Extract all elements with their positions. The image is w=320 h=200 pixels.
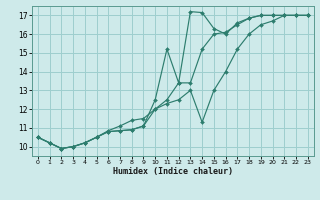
X-axis label: Humidex (Indice chaleur): Humidex (Indice chaleur) xyxy=(113,167,233,176)
